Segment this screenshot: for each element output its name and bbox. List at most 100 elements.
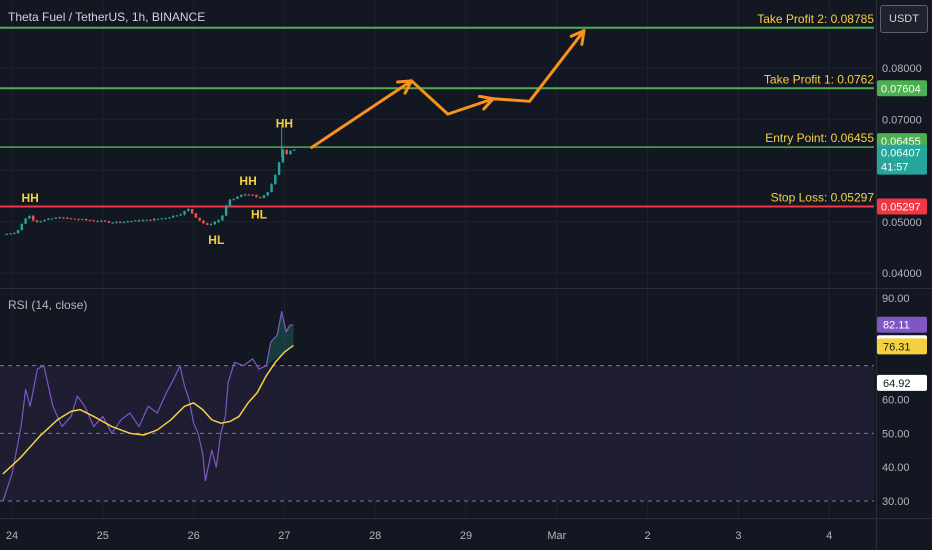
candle-body <box>160 218 164 220</box>
candle-body <box>20 223 24 231</box>
level-price-tag-text: 0.05297 <box>881 202 921 214</box>
candle-body <box>111 222 114 224</box>
candle-body <box>209 224 213 226</box>
candle-body <box>255 194 258 198</box>
candle-body <box>31 215 35 221</box>
last-price-tag <box>877 144 927 175</box>
candle-body <box>50 218 54 220</box>
projection-arrowhead <box>477 94 495 111</box>
candle-body <box>213 221 216 225</box>
rsi-overbought-fill <box>266 311 294 366</box>
candle-body <box>103 220 107 222</box>
candle-body <box>240 195 243 197</box>
candle-body <box>141 220 145 222</box>
candle-body <box>232 198 235 200</box>
time-axis-tick: 27 <box>278 530 290 542</box>
candle-body <box>35 220 39 222</box>
candle-body <box>251 194 254 196</box>
candle-body <box>171 215 175 218</box>
level-label: Take Profit 2: 0.08785 <box>757 12 874 26</box>
candle-body <box>183 211 186 215</box>
candle-body <box>130 221 133 223</box>
candle-body <box>13 233 16 235</box>
candle-body <box>236 196 239 199</box>
time-axis-tick: 25 <box>97 530 109 542</box>
candle-body <box>243 194 247 196</box>
rsi-axis-tick: 90.00 <box>882 293 910 305</box>
rsi-axis-tick: 40.00 <box>882 462 910 474</box>
candle-body <box>126 221 129 223</box>
candle-body <box>289 150 292 155</box>
candle-body <box>16 230 20 234</box>
candle-body <box>247 194 251 196</box>
candle-body <box>281 149 285 163</box>
candle-body <box>217 220 220 222</box>
rsi-axis-tag-text: 64.92 <box>883 378 911 390</box>
time-axis-tick: 2 <box>645 530 651 542</box>
candle-body <box>66 217 69 219</box>
price-axis-tick: 0.04000 <box>882 268 922 280</box>
level-label: Take Profit 1: 0.0762 <box>764 72 874 86</box>
candle-body <box>69 218 73 220</box>
candle-body <box>266 192 269 196</box>
projection-arrowhead <box>396 79 414 95</box>
candle-body <box>149 219 152 221</box>
candle-body <box>224 205 228 216</box>
price-axis-tick: 0.05000 <box>882 217 922 229</box>
candle-body <box>153 218 156 221</box>
candle-body <box>175 215 179 217</box>
time-axis-tick: 24 <box>6 530 18 542</box>
candle-body <box>119 221 122 223</box>
candle-body <box>88 220 92 222</box>
time-axis-tick: 4 <box>826 530 832 542</box>
candle-body <box>24 218 27 224</box>
chart-title: Theta Fuel / TetherUS, 1h, BINANCE <box>8 10 206 24</box>
candle-body <box>164 218 167 220</box>
candle-body <box>293 149 296 151</box>
candle-body <box>258 197 262 199</box>
candle-body <box>9 233 12 235</box>
rsi-ma-line <box>2 344 294 475</box>
swing-label: HH <box>21 191 38 205</box>
time-axis-tick: 28 <box>369 530 381 542</box>
candle-body <box>28 215 31 219</box>
candle-body <box>262 195 266 199</box>
candle-body <box>62 217 65 219</box>
level-price-tag-text: 0.07604 <box>881 83 921 95</box>
candle-body <box>202 220 205 224</box>
candle-body <box>137 220 141 222</box>
candle-body <box>77 219 80 221</box>
time-axis-tick: 3 <box>735 530 741 542</box>
last-price-countdown: 41:57 <box>881 162 909 174</box>
candle-body <box>206 223 209 225</box>
candle-body <box>179 214 182 216</box>
candle-body <box>221 215 224 221</box>
candle-body <box>134 220 137 222</box>
candle-body <box>81 219 84 221</box>
candle-body <box>73 218 77 220</box>
candle-body <box>122 221 126 223</box>
candle-body <box>187 209 190 212</box>
candle-body <box>5 233 8 235</box>
price-axis-tick: 0.07000 <box>882 114 922 126</box>
candle-body <box>92 220 95 222</box>
candle-body <box>96 221 99 223</box>
time-axis-tick: 29 <box>460 530 472 542</box>
rsi-axis-tick: 50.00 <box>882 428 910 440</box>
rsi-axis-tag-text: 76.31 <box>883 341 911 353</box>
level-price-tag <box>877 80 927 97</box>
candle-body <box>285 149 288 155</box>
candle-body <box>168 217 171 219</box>
time-axis-tick: Mar <box>547 530 566 542</box>
candle-body <box>270 184 273 193</box>
time-axis-tick: 26 <box>187 530 199 542</box>
level-label: Stop Loss: 0.05297 <box>771 191 875 205</box>
candle-body <box>156 218 160 220</box>
projection-arrowhead <box>569 29 586 46</box>
candle-body <box>194 213 198 218</box>
candle-body <box>190 209 194 214</box>
currency-button[interactable]: USDT <box>880 5 928 33</box>
candle-body <box>58 217 61 219</box>
candle-body <box>84 219 88 221</box>
candle-body <box>39 221 42 223</box>
